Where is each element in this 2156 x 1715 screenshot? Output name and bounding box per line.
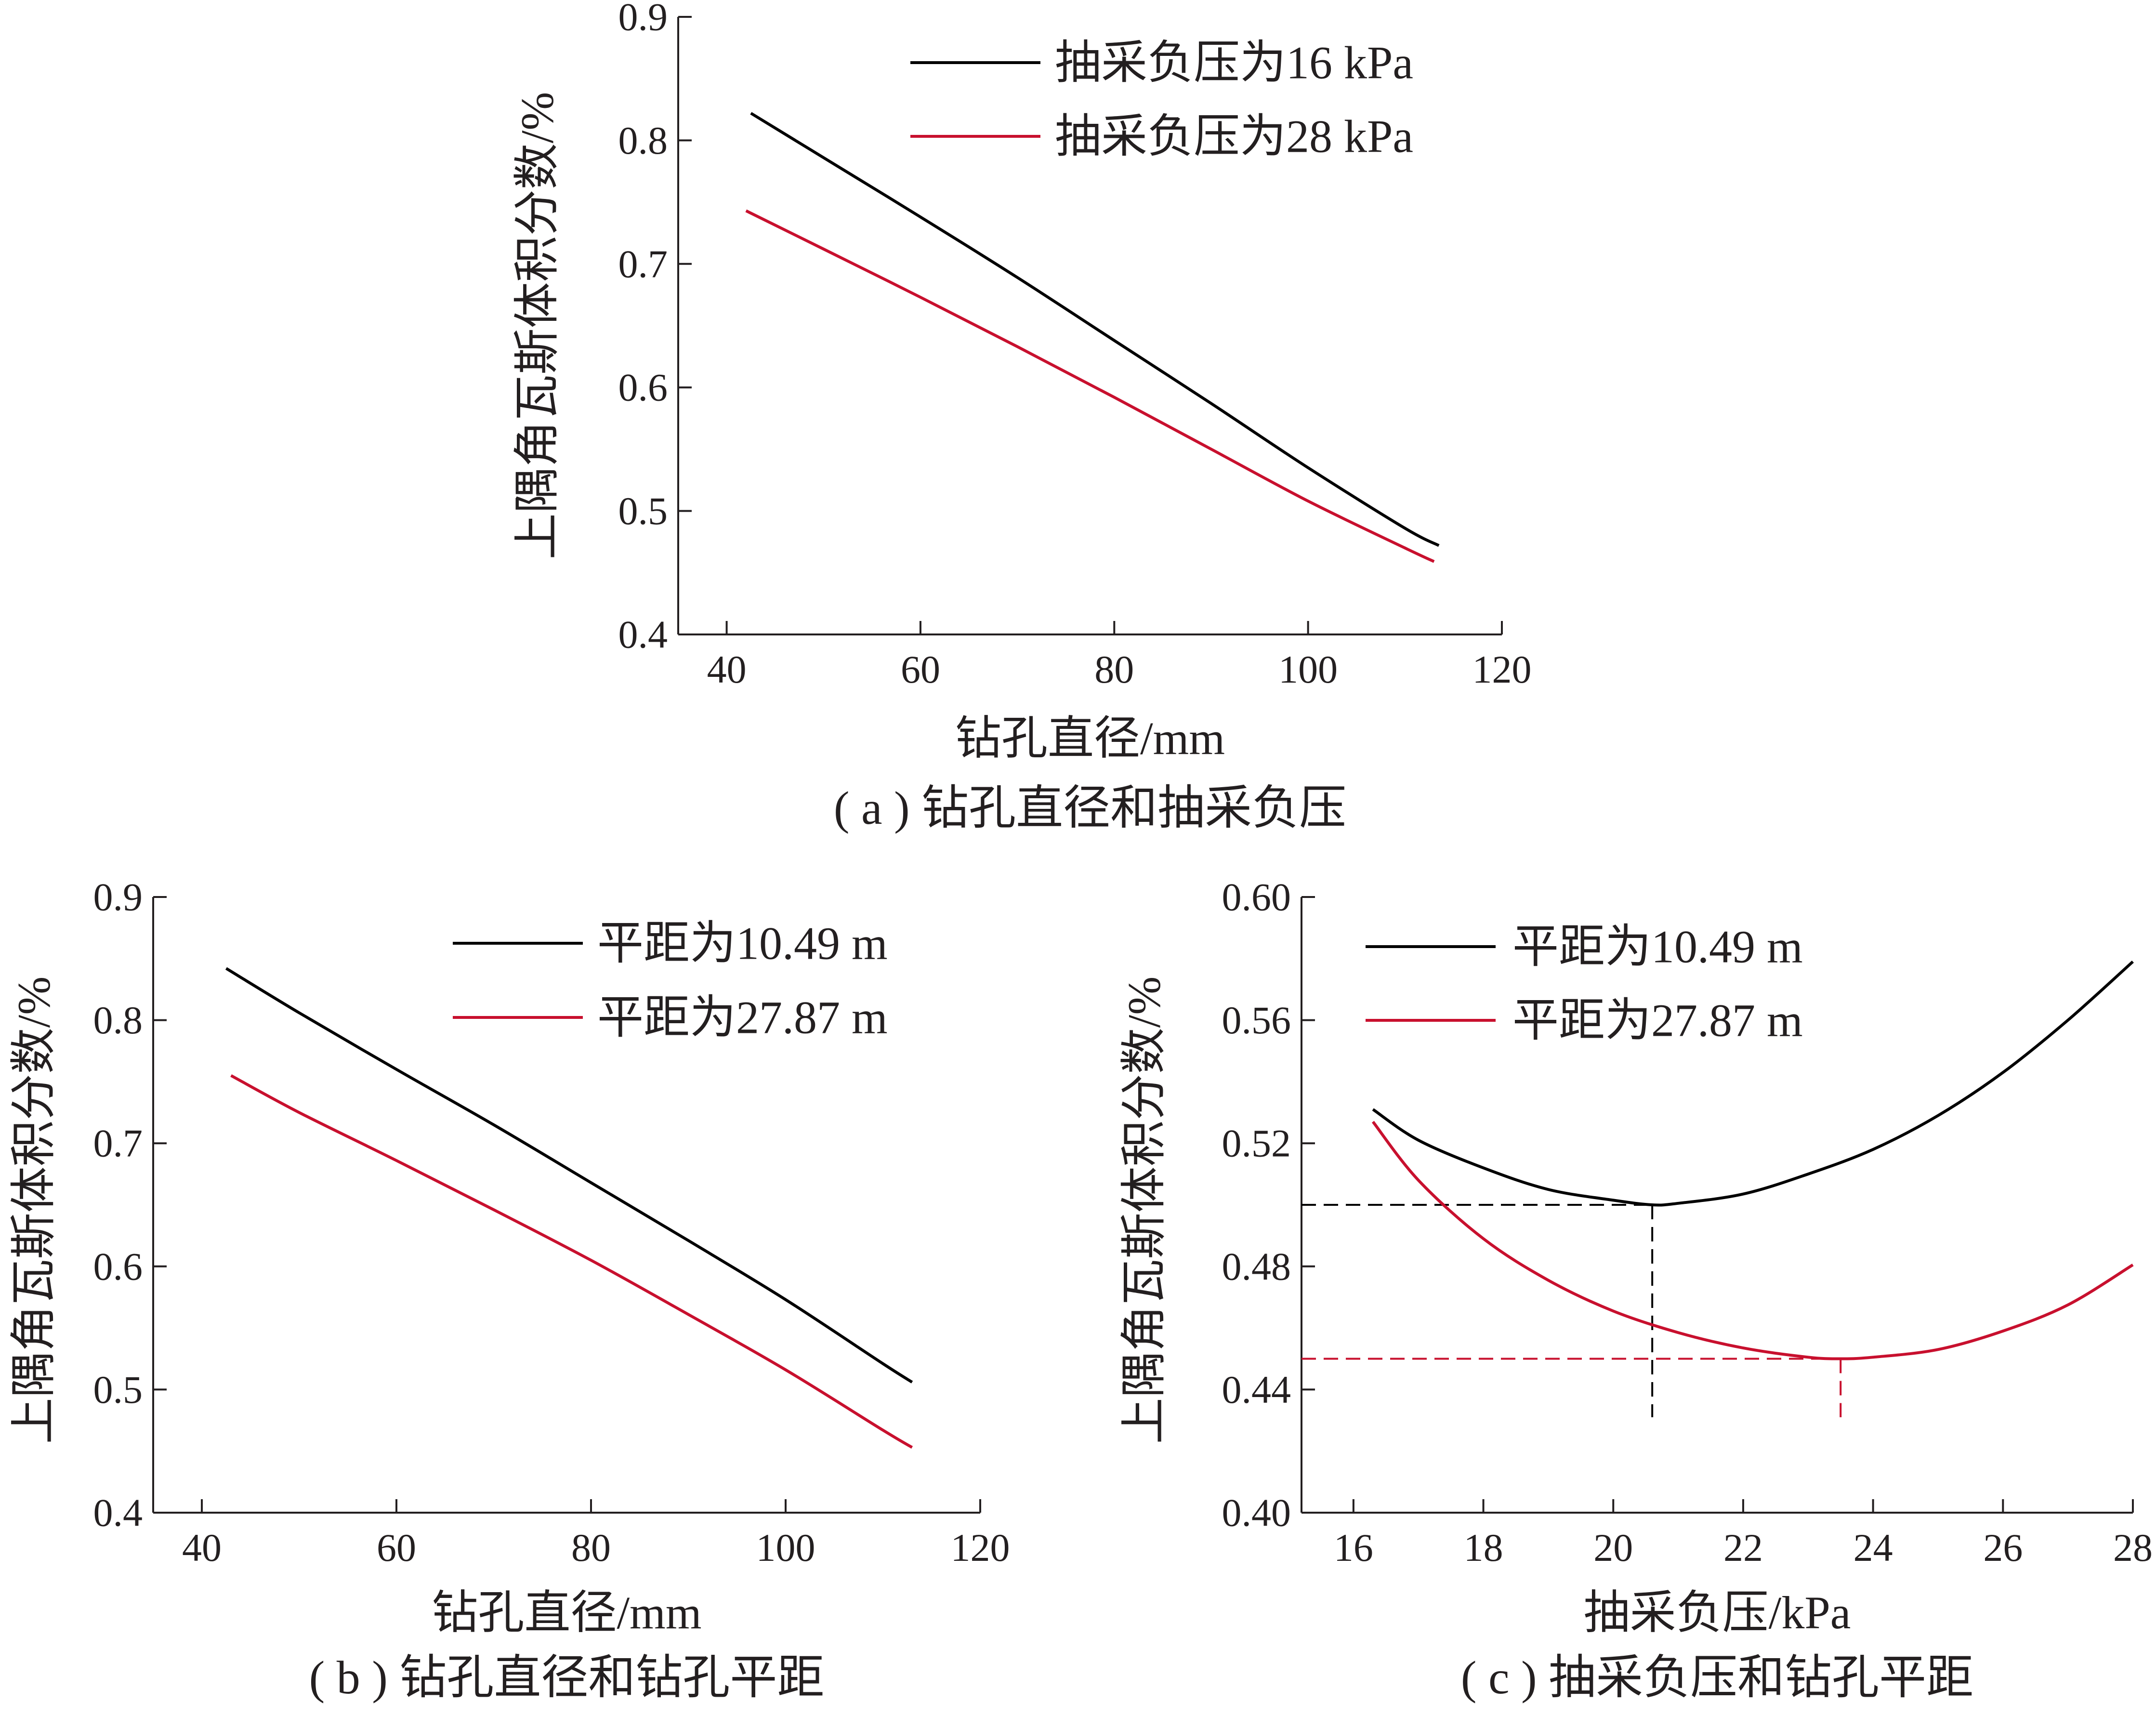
x-tick-label: 60 — [901, 647, 940, 691]
legend-label-2: 抽采负压为28 kPa — [1055, 111, 1413, 162]
x-tick-label: 100 — [1278, 647, 1338, 691]
legend-label-1: 抽采负压为16 kPa — [1055, 37, 1413, 89]
x-tick-label: 100 — [756, 1526, 815, 1570]
y-tick-label: 0.7 — [93, 1121, 143, 1165]
series-line-2 — [1371, 1121, 2134, 1360]
y-tick-label: 0.4 — [618, 613, 668, 657]
y-tick-label: 0.8 — [93, 998, 143, 1042]
y-tick-label: 0.8 — [618, 119, 668, 162]
panel-b: 0.4 0.5 0.6 0.7 0.8 0.9 40 60 80 100 120 平距为10.49 m… — [8, 875, 1010, 1704]
x-tick-label: 60 — [377, 1526, 416, 1570]
y-axis-label: 上隅角瓦斯体积分数/% — [512, 92, 563, 560]
y-tick-label: 0.6 — [93, 1244, 143, 1288]
legend-label-1: 平距为10.49 m — [597, 918, 888, 969]
x-tick-label: 24 — [1854, 1526, 1893, 1570]
y-tick-label: 0.44 — [1222, 1368, 1291, 1412]
series-line-1 — [1372, 960, 2134, 1207]
x-tick-label: 80 — [1094, 647, 1134, 691]
y-tick-label: 0.52 — [1222, 1121, 1291, 1165]
y-tick-label: 0.5 — [93, 1368, 143, 1412]
y-tick-label: 0.9 — [93, 875, 143, 919]
x-axis-label: 抽采负压/kPa — [1584, 1587, 1851, 1638]
x-tick-label: 18 — [1464, 1526, 1503, 1570]
y-tick-label: 0.5 — [618, 489, 668, 533]
panel-caption: ( b ) 钻孔直径和钻孔平距 — [309, 1652, 825, 1704]
x-tick-label: 120 — [951, 1526, 1010, 1570]
legend-label-1: 平距为10.49 m — [1512, 921, 1803, 973]
series-line-2 — [745, 209, 1435, 563]
y-tick-label: 0.48 — [1222, 1244, 1291, 1288]
x-tick-label: 40 — [707, 647, 747, 691]
y-tick-label: 0.40 — [1222, 1491, 1291, 1535]
y-tick-label: 0.7 — [618, 242, 668, 286]
x-tick-label: 28 — [2113, 1526, 2153, 1570]
series-line-1 — [225, 967, 913, 1384]
panel-c: 0.40 0.44 0.48 0.52 0.56 0.60 16 18 20 22 24 26 28 平距… — [1118, 875, 2153, 1704]
x-tick-label: 26 — [1983, 1526, 2023, 1570]
x-axis-label: 钻孔直径/mm — [432, 1587, 701, 1638]
y-tick-label: 0.60 — [1222, 875, 1291, 919]
series-line-2 — [230, 1074, 913, 1449]
x-tick-label: 22 — [1723, 1526, 1763, 1570]
y-tick-label: 0.6 — [618, 366, 668, 409]
panel-a: 0.4 0.5 0.6 0.7 0.8 0.9 40 60 80 100 120 抽采负压为16 kP… — [512, 0, 1532, 834]
x-tick-label: 40 — [182, 1526, 222, 1570]
x-tick-label: 120 — [1472, 647, 1532, 691]
y-tick-label: 0.4 — [93, 1491, 143, 1535]
x-tick-label: 20 — [1593, 1526, 1633, 1570]
x-tick-label: 16 — [1334, 1526, 1373, 1570]
panel-caption: ( a ) 钻孔直径和抽采负压 — [834, 782, 1346, 834]
y-axis-label: 上隅角瓦斯体积分数/% — [8, 976, 60, 1444]
x-tick-label: 80 — [571, 1526, 611, 1570]
legend-label-2: 平距为27.87 m — [1512, 995, 1803, 1046]
panel-caption: ( c ) 抽采负压和钻孔平距 — [1461, 1652, 1973, 1704]
legend-label-2: 平距为27.87 m — [597, 992, 888, 1043]
series-line-1 — [750, 112, 1440, 547]
y-axis-label: 上隅角瓦斯体积分数/% — [1118, 976, 1170, 1444]
x-axis-label: 钻孔直径/mm — [955, 712, 1225, 764]
y-tick-label: 0.56 — [1222, 998, 1291, 1042]
y-tick-label: 0.9 — [618, 0, 668, 39]
